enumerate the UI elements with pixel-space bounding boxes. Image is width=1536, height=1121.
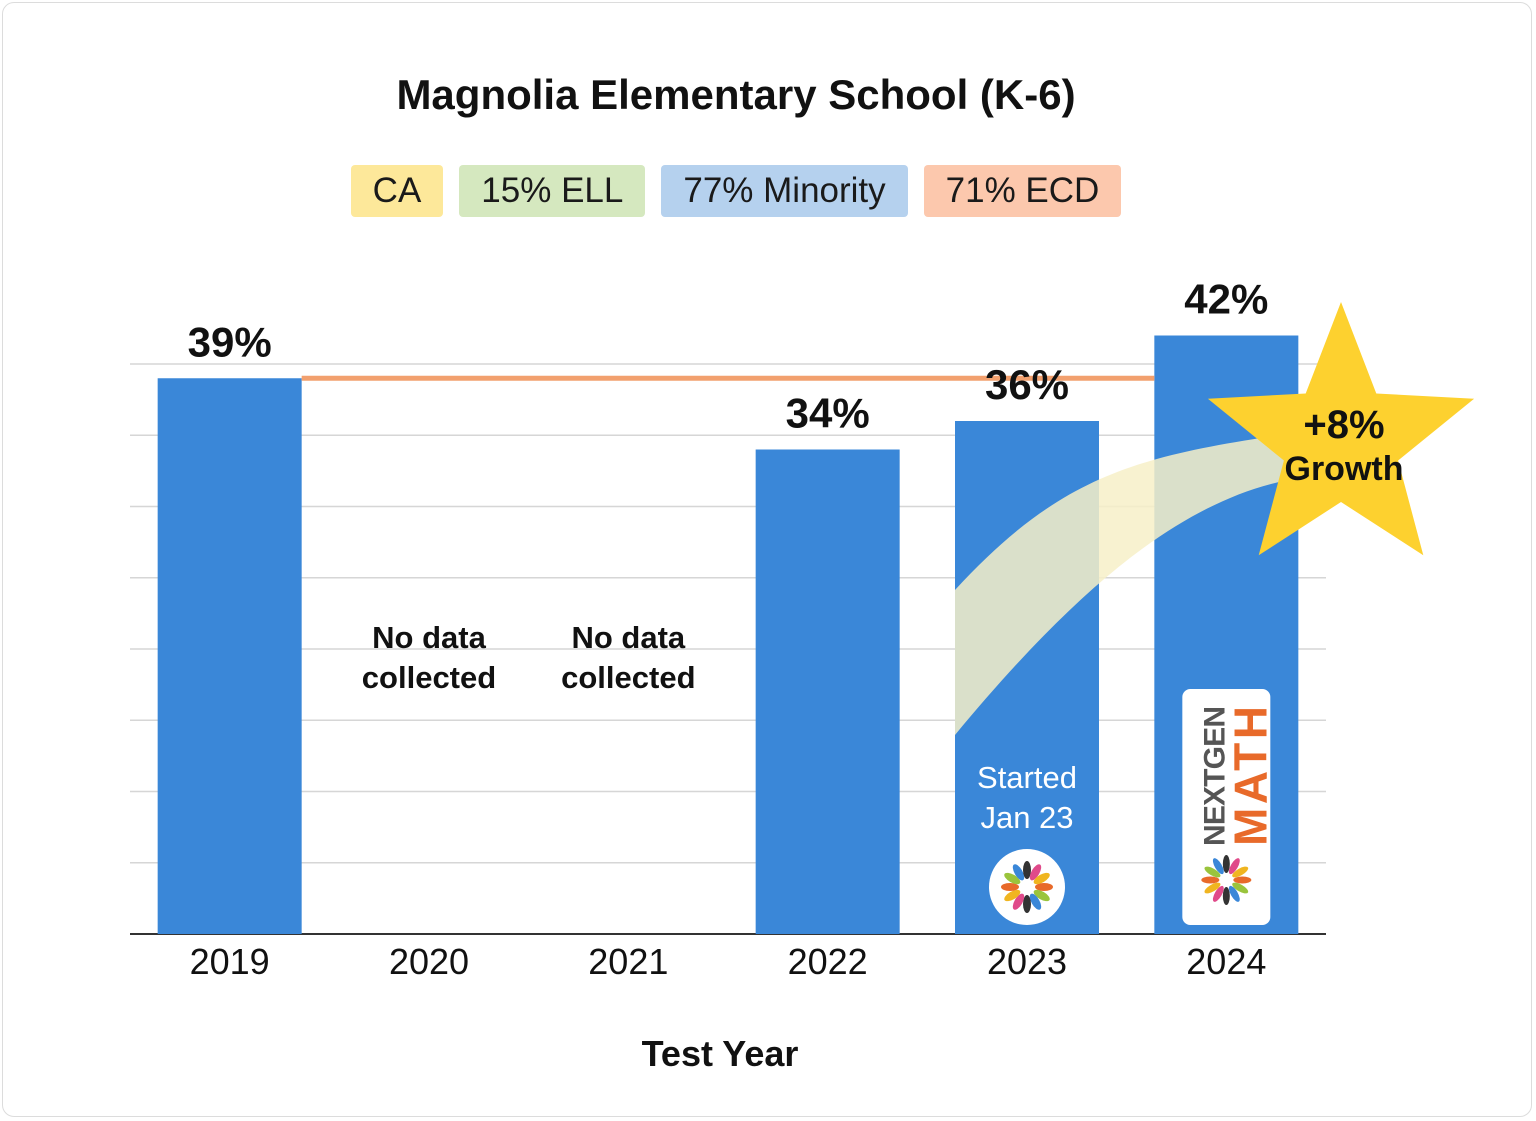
logo-petal: [1033, 889, 1050, 902]
no-data-label-2020: collected: [362, 660, 496, 695]
logo-petal: [1232, 866, 1249, 878]
logo-petal: [1232, 882, 1249, 894]
logo-petal: [1029, 864, 1042, 881]
logo-petal: [1033, 872, 1050, 885]
tag-ecd: 71% ECD: [923, 165, 1122, 217]
logo-petal: [1228, 885, 1240, 902]
tag-ell: 15% ELL: [459, 165, 646, 217]
tag-state: CA: [350, 165, 444, 217]
logo-petal: [1204, 882, 1221, 894]
value-label-2022: 34%: [786, 390, 870, 437]
bars: [157, 335, 1299, 934]
logo-petal: [1001, 883, 1019, 891]
logo-petal: [1222, 855, 1230, 873]
tag-minority: 77% Minority: [661, 165, 908, 217]
growth-value: +8%: [1303, 403, 1384, 447]
logo-petal: [1204, 866, 1221, 878]
logo-disc: [989, 849, 1065, 925]
logo-text-math: MATH: [1224, 706, 1276, 846]
logo-petal: [1212, 858, 1224, 875]
bar-2019: [157, 378, 302, 934]
logo-petal: [1035, 883, 1053, 891]
logo-petal: [1012, 864, 1025, 881]
logo-petal: [1004, 889, 1021, 902]
started-label: Started: [977, 760, 1077, 795]
logo-card: [1182, 689, 1271, 925]
logo-petal: [1201, 876, 1220, 884]
x-tick-2020: 2020: [389, 941, 469, 982]
gridlines: [130, 363, 1326, 935]
x-tick-2023: 2023: [987, 941, 1067, 982]
logo-petal: [1023, 895, 1031, 913]
chart-title: Magnolia Elementary School (K-6): [396, 71, 1076, 118]
started-label: Jan 23: [980, 800, 1073, 835]
growth-label: Growth: [1285, 450, 1404, 488]
x-tick-2024: 2024: [1186, 941, 1266, 982]
x-tick-2019: 2019: [190, 941, 270, 982]
value-label-2024: 42%: [1184, 276, 1268, 323]
logo-text-nextgen: NEXTGEN: [1198, 706, 1231, 846]
no-data-label-2021: No data: [571, 620, 685, 655]
star-icon: [1207, 302, 1475, 556]
x-tick-2022: 2022: [788, 941, 868, 982]
value-label-2019: 39%: [188, 318, 272, 365]
no-data-label-2020: No data: [372, 620, 486, 655]
logo-petal: [1012, 893, 1025, 910]
logo-petal: [1228, 858, 1240, 875]
labels: 39% 2019 No data collected 2020 No data collec…: [188, 276, 1404, 983]
logo-petal: [1004, 872, 1021, 885]
program-logo-icon: [989, 849, 1065, 925]
x-tick-2021: 2021: [588, 941, 668, 982]
demographic-tags: CA 15% ELL 77% Minority 71% ECD: [3, 165, 1469, 217]
no-data-label-2021: collected: [561, 660, 695, 695]
logo-petal: [1212, 885, 1224, 902]
logo-petal: [1233, 876, 1252, 884]
bar-2022: [755, 449, 900, 934]
logo-petal: [1029, 893, 1042, 910]
logo-petal: [1222, 887, 1230, 905]
logo-petal: [1023, 861, 1031, 879]
x-axis-title: Test Year: [641, 1033, 799, 1074]
growth-arrow: [955, 432, 1300, 735]
value-label-2023: 36%: [985, 361, 1069, 408]
